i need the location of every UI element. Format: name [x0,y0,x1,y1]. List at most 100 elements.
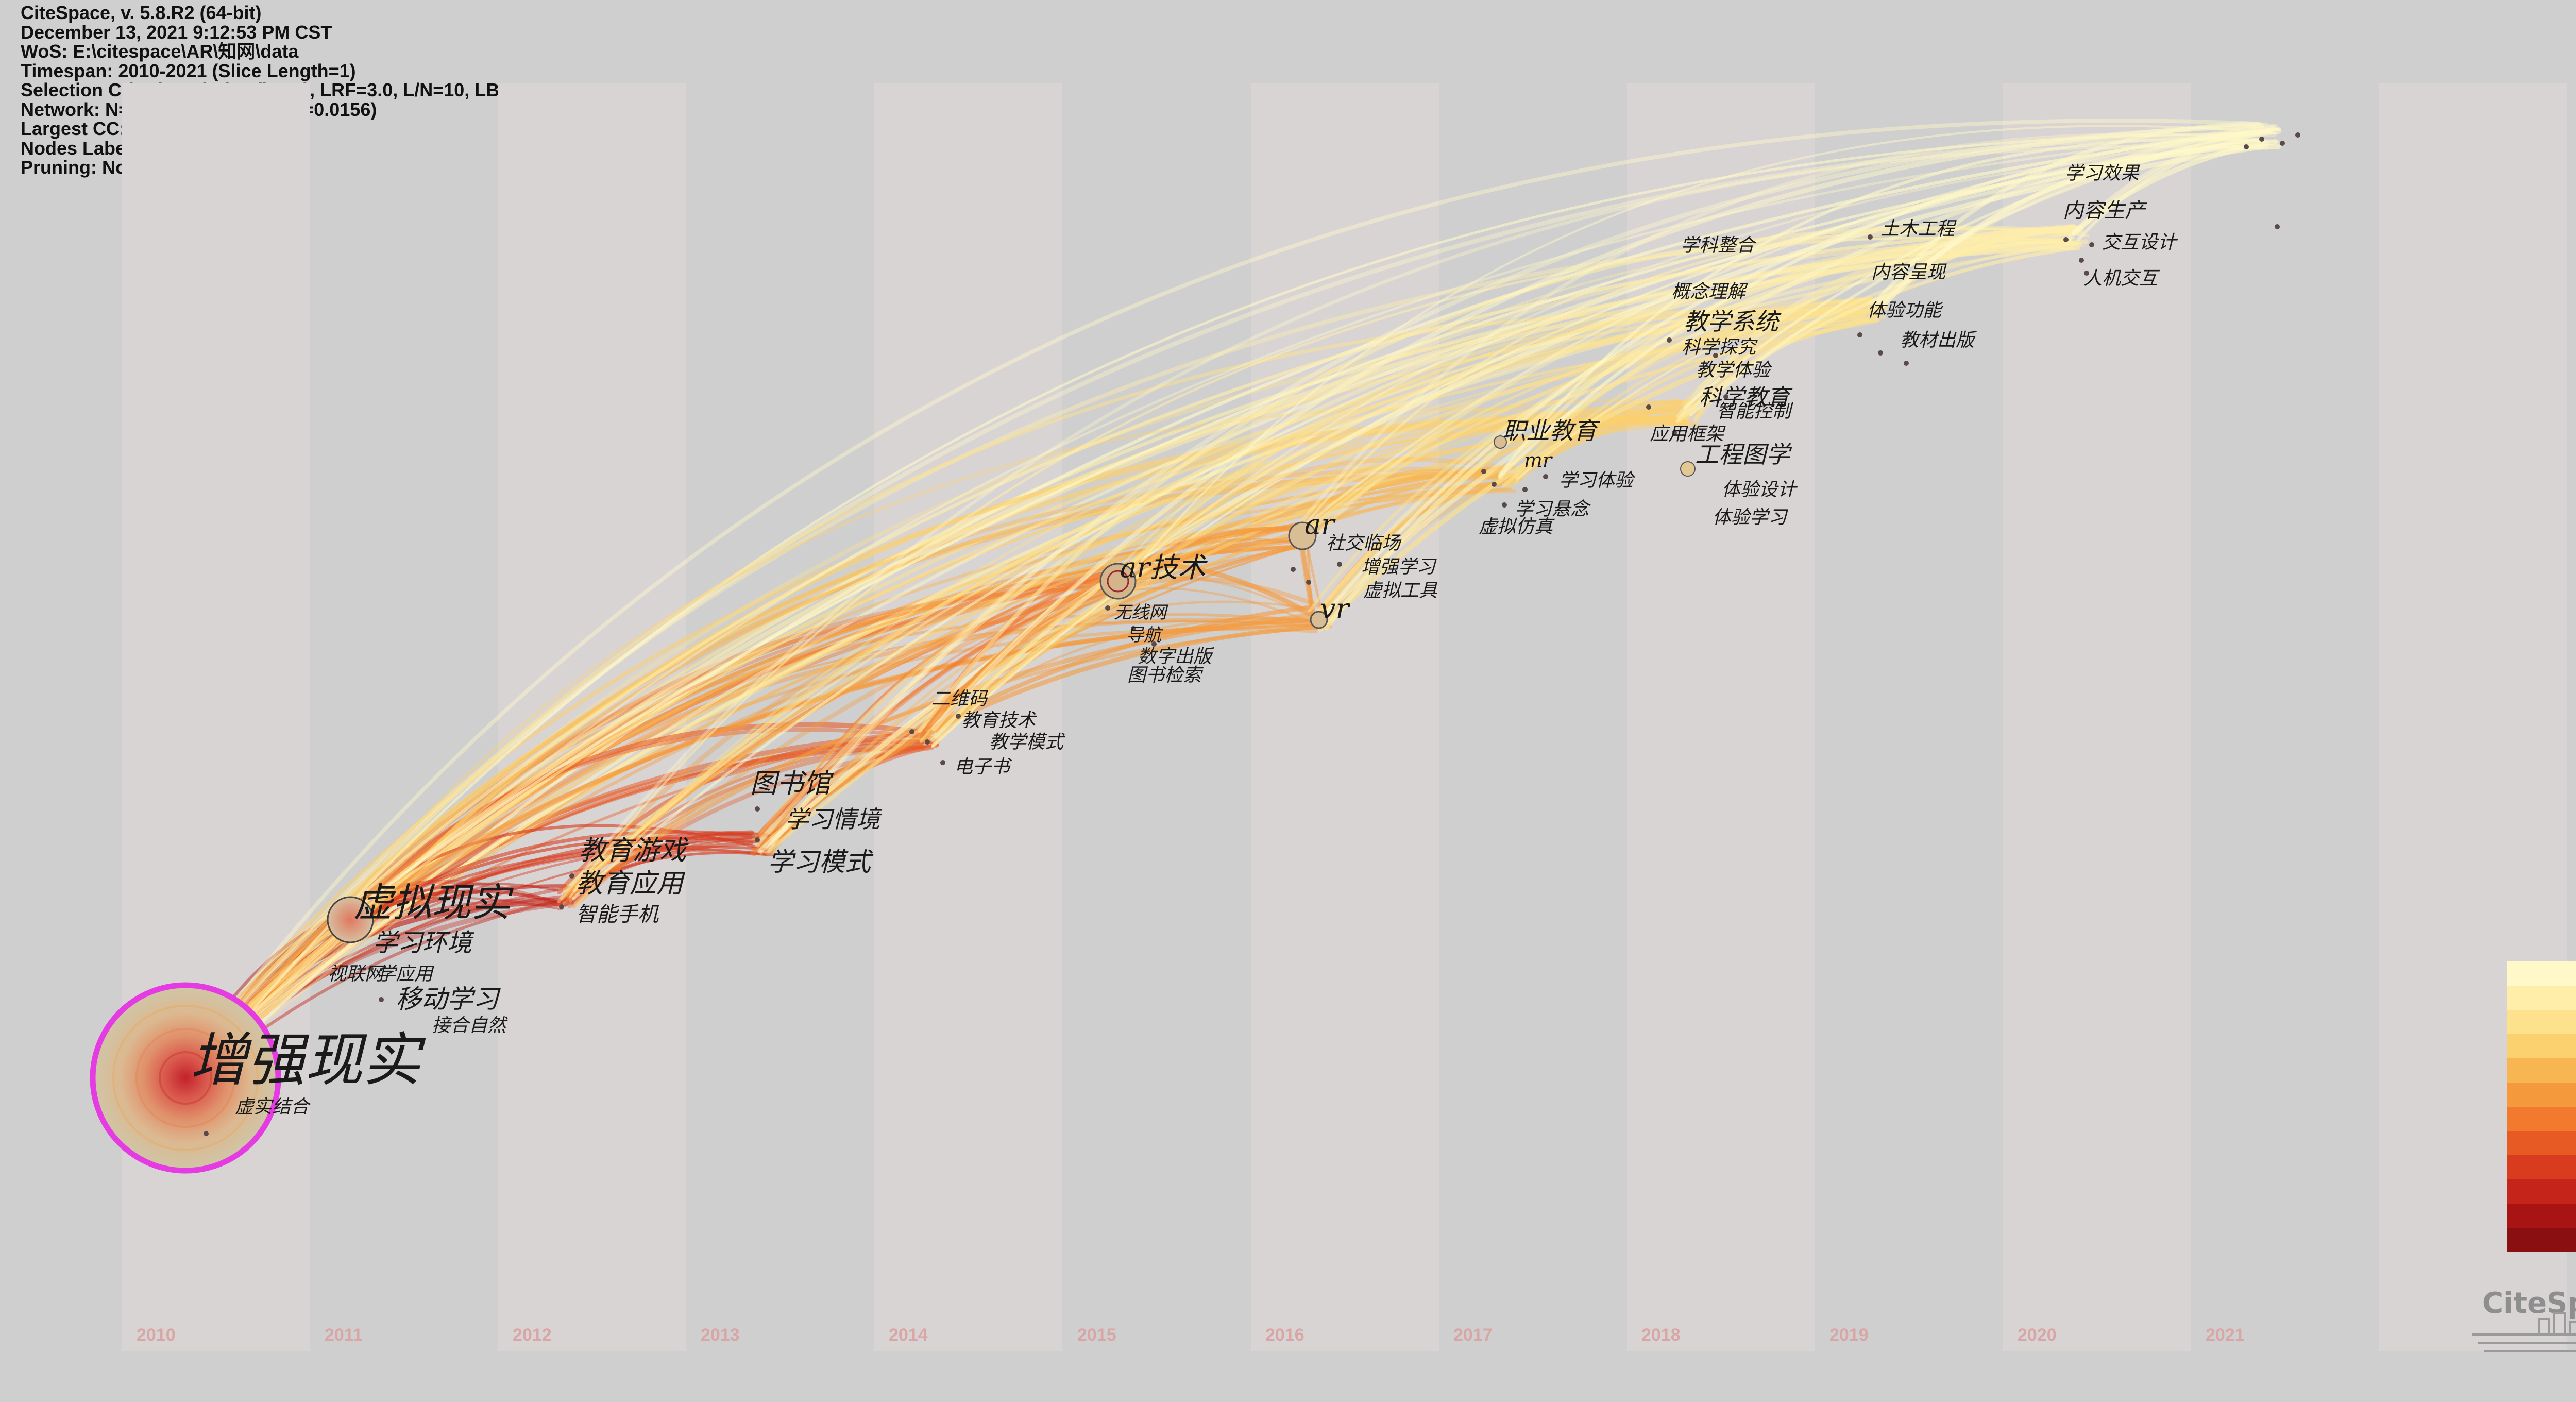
keyword-label[interactable]: 图书检索 [1127,665,1204,686]
keyword-label[interactable]: 工程图学 [1695,441,1792,468]
keyword-label[interactable]: 智能手机 [576,903,659,926]
keyword-label[interactable]: 科学探究 [1682,337,1758,358]
minor-node [2244,144,2249,149]
keyword-label[interactable]: 教育游戏 [579,835,689,866]
keyword-label[interactable]: 教育技术 [961,710,1037,731]
legend-swatch [2507,986,2576,1010]
keyword-label[interactable]: ar技术 [1120,551,1208,584]
keyword-label[interactable]: 接合自然 [432,1015,508,1036]
keyword-labels: 增强现实虚实结合虚拟现实学习环境视联网学应用移动学习接合自然教育游戏教育应用智能… [190,163,2178,1118]
keyword-label[interactable]: 增强现实 [190,1027,426,1094]
info-line-date: December 13, 2021 9:12:53 PM CST [21,21,332,43]
keyword-label[interactable]: 图书馆 [750,768,834,799]
keyword-label[interactable]: 土木工程 [1880,218,1957,240]
keyword-label[interactable]: 二维码 [931,688,988,710]
keyword-label[interactable]: 科学教育 [1699,384,1793,411]
keyword-label[interactable]: 交互设计 [2102,232,2178,253]
node-ar[interactable] [1288,521,1317,550]
keyword-label[interactable]: 学习效果 [2065,163,2140,184]
keyword-label[interactable]: 学科整合 [1681,235,1757,256]
minor-node [1713,353,1718,358]
co-occurrence-link [567,612,1321,900]
keyword-label[interactable]: 体验学习 [1713,507,1788,528]
minor-node [1306,580,1311,585]
keyword-label[interactable]: mr [1524,449,1553,471]
keyword-label[interactable]: vr [1320,593,1351,625]
co-occurrence-link [770,243,2066,847]
keyword-label[interactable]: 数字出版 [1138,646,1215,667]
year-label-2012: 2012 [513,1325,552,1345]
keyword-label[interactable]: 内容呈现 [1871,262,1947,283]
keyword-label[interactable]: 教材出版 [1900,330,1977,351]
minor-node [909,729,914,734]
minor-node [2280,141,2285,146]
keyword-label[interactable]: 无线网 [1114,602,1168,623]
co-occurrence-link [1125,587,1311,623]
keyword-label[interactable]: 概念理解 [1671,281,1748,302]
keyword-label[interactable]: 虚拟仿真 [1479,516,1555,537]
keyword-label[interactable]: 教学体验 [1696,360,1772,381]
legend-swatch [2507,1010,2576,1034]
keyword-label[interactable]: 导航 [1126,625,1163,646]
co-occurrence-link [1293,227,2090,539]
keyword-label[interactable]: 学习情境 [785,805,883,833]
keyword-label[interactable]: 学习环境 [373,928,474,957]
co-occurrence-link [557,144,2268,903]
co-occurrence-link [1679,242,2078,423]
legend-swatch [2507,1155,2576,1179]
year-label-2011: 2011 [325,1325,363,1345]
keyword-label[interactable]: 职业教育 [1502,417,1600,445]
year-label-2010: 2010 [137,1325,176,1345]
minor-node [2259,137,2264,142]
node-vr[interactable] [1310,611,1328,629]
co-occurrence-link [179,412,1690,1075]
node-工程图学[interactable] [1680,461,1696,477]
keyword-label[interactable]: 体验设计 [1722,479,1798,500]
keyword-label[interactable]: 社交临场 [1326,533,1402,554]
co-occurrence-link [1868,127,2275,305]
keyword-label[interactable]: 体验功能 [1867,300,1943,321]
legend-swatch [2507,961,2576,986]
keyword-label[interactable]: 虚实结合 [235,1096,311,1118]
co-occurrence-link [769,299,1872,840]
co-occurrence-link [569,303,1888,903]
keyword-label[interactable]: 内容生产 [2063,199,2147,223]
co-occurrence-link [770,484,1501,856]
keyword-label[interactable]: 应用框架 [1650,424,1726,445]
keyword-label[interactable]: 学习模式 [768,847,874,877]
minor-node [1502,502,1507,508]
keyword-label[interactable]: 视联网 [328,964,385,985]
keyword-label[interactable]: 移动学习 [396,984,501,1014]
co-occurrence-link [2076,125,2264,233]
keyword-label[interactable]: 教学系统 [1684,308,1782,335]
keyword-label[interactable]: 学习体验 [1559,470,1635,491]
keyword-label[interactable]: ar [1304,508,1336,540]
co-occurrence-link [1681,299,1874,406]
node-增强现实[interactable] [90,982,281,1174]
keyword-label[interactable]: 智能控制 [1717,401,1793,422]
co-occurrence-link [342,137,2263,919]
keyword-label[interactable]: 增强学习 [1361,556,1437,578]
minor-node [1857,332,1862,337]
keyword-label[interactable]: 学应用 [377,964,434,985]
keyword-label[interactable]: 电子书 [954,756,1012,778]
co-occurrence-link [1298,414,1686,539]
minor-node [956,714,961,719]
co-occurrence-link [1124,485,1502,576]
minor-node [1492,482,1497,487]
node-职业教育[interactable] [1494,435,1507,449]
keyword-label[interactable]: 学习悬念 [1515,499,1591,520]
keyword-label[interactable]: 虚拟现实 [353,880,514,925]
co-occurrence-link [338,225,2081,916]
info-line-software: CiteSpace, v. 5.8.R2 (64-bit) [21,2,262,23]
keyword-label[interactable]: 教育应用 [576,868,686,899]
co-occurrence-link [1302,131,2272,529]
minor-node [1904,361,1909,366]
keyword-label[interactable]: 教学模式 [989,732,1065,753]
co-occurrence-link [1107,237,2085,581]
keyword-label[interactable]: 人机交互 [2083,268,2160,289]
co-occurrence-link [357,722,925,913]
node-ar技术[interactable] [1099,563,1137,600]
keyword-label[interactable]: 虚拟工具 [1363,580,1438,601]
node-虚拟现实[interactable] [327,896,374,943]
